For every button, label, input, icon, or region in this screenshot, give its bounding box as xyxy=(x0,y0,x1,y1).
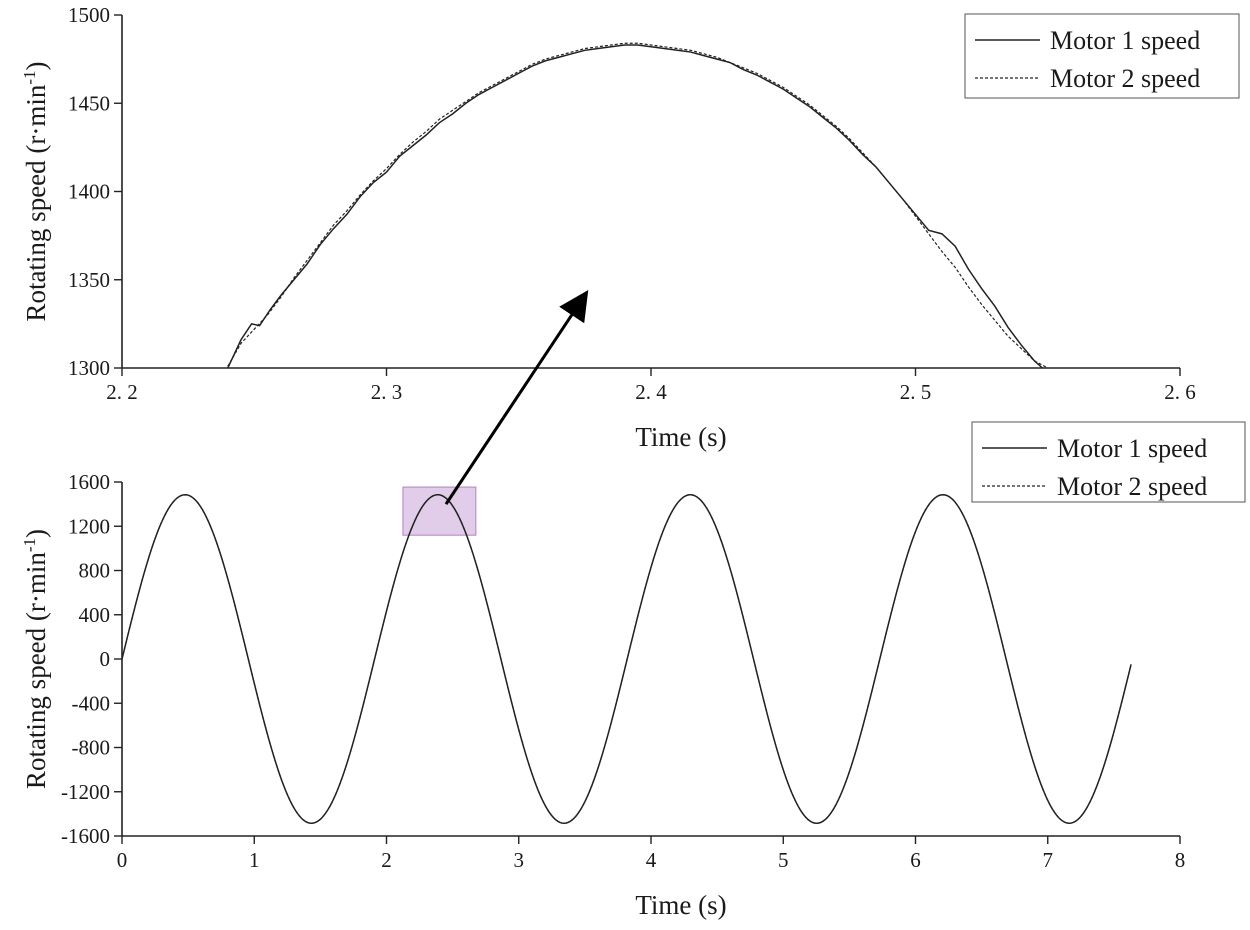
x-tick-label: 3 xyxy=(514,848,525,872)
y-tick-label: -1600 xyxy=(61,824,110,848)
chart-panel-full: 0 1 2 3 4 5 6 7 8 -1600 -1200 -800 -400 0 400 800 1200 16… xyxy=(20,421,1246,920)
y-tick-label: -800 xyxy=(72,736,111,760)
x-tick-label: 2. 5 xyxy=(900,380,932,404)
legend-label-1: Motor 1 speed xyxy=(1057,434,1207,463)
legend-box xyxy=(971,421,1246,503)
legend: Motor 1 speed Motor 2 speed xyxy=(971,421,1246,503)
x-tick-label: 2. 6 xyxy=(1164,380,1196,404)
y-tick-label: 1200 xyxy=(68,514,110,538)
y-axis-title: Rotating speed (r·min-1) xyxy=(20,61,51,321)
y-axis-title-main: Rotating speed (r·min xyxy=(21,84,51,321)
y-tick-label: 400 xyxy=(79,603,111,627)
series-line-1 xyxy=(122,493,1132,825)
x-tick-label: 5 xyxy=(778,848,789,872)
x-tick-label: 2. 4 xyxy=(635,380,667,404)
y-tick-label: 1500 xyxy=(68,3,110,27)
y-tick-label: 1350 xyxy=(68,268,110,292)
y-axis-title-main: Rotating speed (r·min xyxy=(21,552,51,789)
x-tick-label: 2. 2 xyxy=(106,380,138,404)
x-axis-title: Time (s) xyxy=(635,890,726,920)
series-line-2 xyxy=(122,494,1132,824)
legend-label-2: Motor 2 speed xyxy=(1057,472,1207,501)
x-tick-label: 8 xyxy=(1175,848,1186,872)
series-line-2 xyxy=(227,42,1049,368)
y-tick-label: -400 xyxy=(72,691,111,715)
y-tick-label: 1300 xyxy=(68,356,110,380)
legend-box xyxy=(964,13,1240,99)
y-axis-title-close: ) xyxy=(21,61,51,70)
zoom-arrow xyxy=(444,290,589,505)
legend: Motor 1 speed Motor 2 speed xyxy=(964,13,1240,99)
x-tick-label: 0 xyxy=(117,848,128,872)
y-axis-title-sup: -1 xyxy=(20,70,39,84)
y-tick-label: 0 xyxy=(100,647,111,671)
chart-panel-zoom: 2. 2 2. 3 2. 4 2. 5 2. 6 1300 1350 1400 1450 1500… xyxy=(20,3,1240,452)
legend-label-2: Motor 2 speed xyxy=(1050,64,1200,93)
x-tick-label: 2. 3 xyxy=(371,380,403,404)
x-tick-label: 7 xyxy=(1043,848,1054,872)
x-axis-title: Time (s) xyxy=(635,422,726,452)
y-axis-title-close: ) xyxy=(21,529,51,538)
y-tick-label: 800 xyxy=(79,559,111,583)
x-tick-label: 6 xyxy=(910,848,921,872)
y-tick-label: 1400 xyxy=(68,180,110,204)
x-tick-label: 2 xyxy=(381,848,392,872)
x-tick-label: 4 xyxy=(646,848,657,872)
x-tick-label: 1 xyxy=(249,848,260,872)
legend-label-1: Motor 1 speed xyxy=(1050,26,1200,55)
y-axis-title: Rotating speed (r·min-1) xyxy=(20,529,51,789)
y-tick-label: 1600 xyxy=(68,470,110,494)
y-tick-label: 1450 xyxy=(68,91,110,115)
y-axis-title-sup: -1 xyxy=(20,538,39,552)
y-tick-label: -1200 xyxy=(61,780,110,804)
